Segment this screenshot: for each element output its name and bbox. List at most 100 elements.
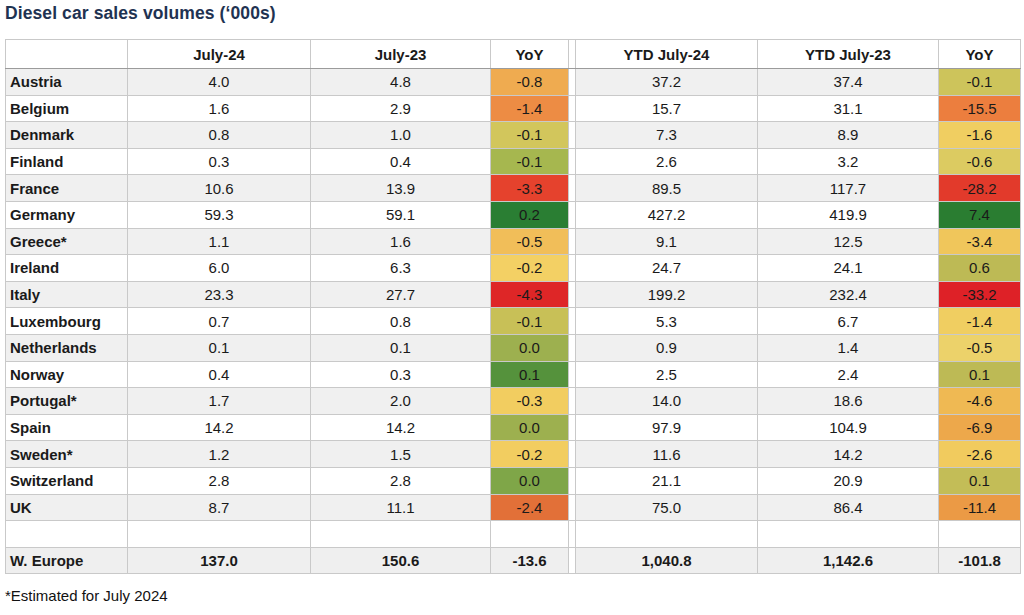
value-cell: 37.4 <box>758 69 939 96</box>
yoy-cell: -6.9 <box>939 414 1021 441</box>
country-cell: Norway <box>6 361 128 388</box>
value-cell: 0.8 <box>311 308 491 335</box>
value-cell: 0.4 <box>128 361 311 388</box>
column-divider <box>569 69 576 96</box>
yoy-cell: -4.3 <box>491 281 569 308</box>
yoy-cell: -0.5 <box>939 334 1021 361</box>
page: Diesel car sales volumes (‘000s) July-24… <box>0 0 1024 604</box>
value-cell: 0.3 <box>311 361 491 388</box>
spacer-row <box>6 521 1021 548</box>
table-row: Austria4.04.8-0.837.237.4-0.1 <box>6 69 1021 96</box>
value-cell: 1.6 <box>311 228 491 255</box>
value-cell: 9.1 <box>576 228 758 255</box>
header-row: July-24 July-23 YoY YTD July-24 YTD July… <box>6 40 1021 69</box>
value-cell: 1.2 <box>128 441 311 468</box>
value-cell: 89.5 <box>576 175 758 202</box>
value-cell: 14.2 <box>128 414 311 441</box>
value-cell: 7.3 <box>576 122 758 149</box>
yoy-cell: -11.4 <box>939 494 1021 521</box>
table-row: Portugal*1.72.0-0.314.018.6-4.6 <box>6 388 1021 415</box>
value-cell: 18.6 <box>758 388 939 415</box>
column-divider <box>569 281 576 308</box>
column-divider <box>569 201 576 228</box>
yoy-cell: 0.2 <box>491 201 569 228</box>
country-cell: Sweden* <box>6 441 128 468</box>
page-title: Diesel car sales volumes (‘000s) <box>5 3 1020 24</box>
country-cell: Switzerland <box>6 467 128 494</box>
column-divider <box>569 521 576 548</box>
country-cell: Austria <box>6 69 128 96</box>
yoy-cell: -1.6 <box>939 122 1021 149</box>
country-cell: France <box>6 175 128 202</box>
yoy-cell: -0.6 <box>939 148 1021 175</box>
value-cell: 14.2 <box>758 441 939 468</box>
yoy-cell: -28.2 <box>939 175 1021 202</box>
country-cell: UK <box>6 494 128 521</box>
yoy-cell: 0.0 <box>491 414 569 441</box>
diesel-sales-table: July-24 July-23 YoY YTD July-24 YTD July… <box>5 39 1021 574</box>
value-cell: 419.9 <box>758 201 939 228</box>
value-cell: 14.2 <box>311 414 491 441</box>
value-cell: 13.9 <box>311 175 491 202</box>
column-divider <box>569 388 576 415</box>
yoy-cell: -101.8 <box>939 547 1021 574</box>
value-cell: 104.9 <box>758 414 939 441</box>
table-row: Spain14.214.20.097.9104.9-6.9 <box>6 414 1021 441</box>
table-row: Netherlands0.10.10.00.91.4-0.5 <box>6 334 1021 361</box>
value-cell: 3.2 <box>758 148 939 175</box>
column-divider <box>569 467 576 494</box>
column-divider <box>569 414 576 441</box>
yoy-cell <box>491 521 569 548</box>
value-cell: 4.8 <box>311 69 491 96</box>
value-cell: 97.9 <box>576 414 758 441</box>
yoy-cell: -13.6 <box>491 547 569 574</box>
value-cell: 117.7 <box>758 175 939 202</box>
yoy-cell: 0.0 <box>491 467 569 494</box>
header-ytd-july-23: YTD July-23 <box>758 40 939 69</box>
table-row: Greece*1.11.6-0.59.112.5-3.4 <box>6 228 1021 255</box>
value-cell: 0.1 <box>128 334 311 361</box>
yoy-cell: 0.0 <box>491 334 569 361</box>
value-cell: 12.5 <box>758 228 939 255</box>
value-cell: 0.8 <box>128 122 311 149</box>
value-cell: 1,142.6 <box>758 547 939 574</box>
table-row: Switzerland2.82.80.021.120.90.1 <box>6 467 1021 494</box>
table-row: Sweden*1.21.5-0.211.614.2-2.6 <box>6 441 1021 468</box>
yoy-cell: 0.6 <box>939 255 1021 282</box>
column-divider <box>569 148 576 175</box>
yoy-cell: -0.8 <box>491 69 569 96</box>
column-divider <box>569 361 576 388</box>
value-cell: 11.1 <box>311 494 491 521</box>
value-cell <box>311 521 491 548</box>
yoy-cell: -2.4 <box>491 494 569 521</box>
yoy-cell: 7.4 <box>939 201 1021 228</box>
yoy-cell: -0.2 <box>491 255 569 282</box>
yoy-cell: 0.1 <box>491 361 569 388</box>
value-cell: 37.2 <box>576 69 758 96</box>
yoy-cell: -4.6 <box>939 388 1021 415</box>
country-cell: Denmark <box>6 122 128 149</box>
value-cell: 1.7 <box>128 388 311 415</box>
yoy-cell: -2.6 <box>939 441 1021 468</box>
total-row: W. Europe137.0150.6-13.61,040.81,142.6-1… <box>6 547 1021 574</box>
yoy-cell: -0.2 <box>491 441 569 468</box>
value-cell: 6.3 <box>311 255 491 282</box>
header-july-23: July-23 <box>311 40 491 69</box>
yoy-cell: -0.1 <box>491 122 569 149</box>
yoy-cell: -3.3 <box>491 175 569 202</box>
value-cell: 0.4 <box>311 148 491 175</box>
country-cell: Belgium <box>6 95 128 122</box>
country-cell: Italy <box>6 281 128 308</box>
country-cell: Finland <box>6 148 128 175</box>
column-divider <box>569 228 576 255</box>
value-cell: 24.7 <box>576 255 758 282</box>
yoy-cell: 0.1 <box>939 467 1021 494</box>
value-cell: 0.1 <box>311 334 491 361</box>
table-row: Luxembourg0.70.8-0.15.36.7-1.4 <box>6 308 1021 335</box>
value-cell: 59.1 <box>311 201 491 228</box>
value-cell: 199.2 <box>576 281 758 308</box>
column-divider <box>569 255 576 282</box>
header-yoy: YoY <box>491 40 569 69</box>
footnote: *Estimated for July 2024 <box>5 587 1020 604</box>
yoy-cell: -1.4 <box>939 308 1021 335</box>
